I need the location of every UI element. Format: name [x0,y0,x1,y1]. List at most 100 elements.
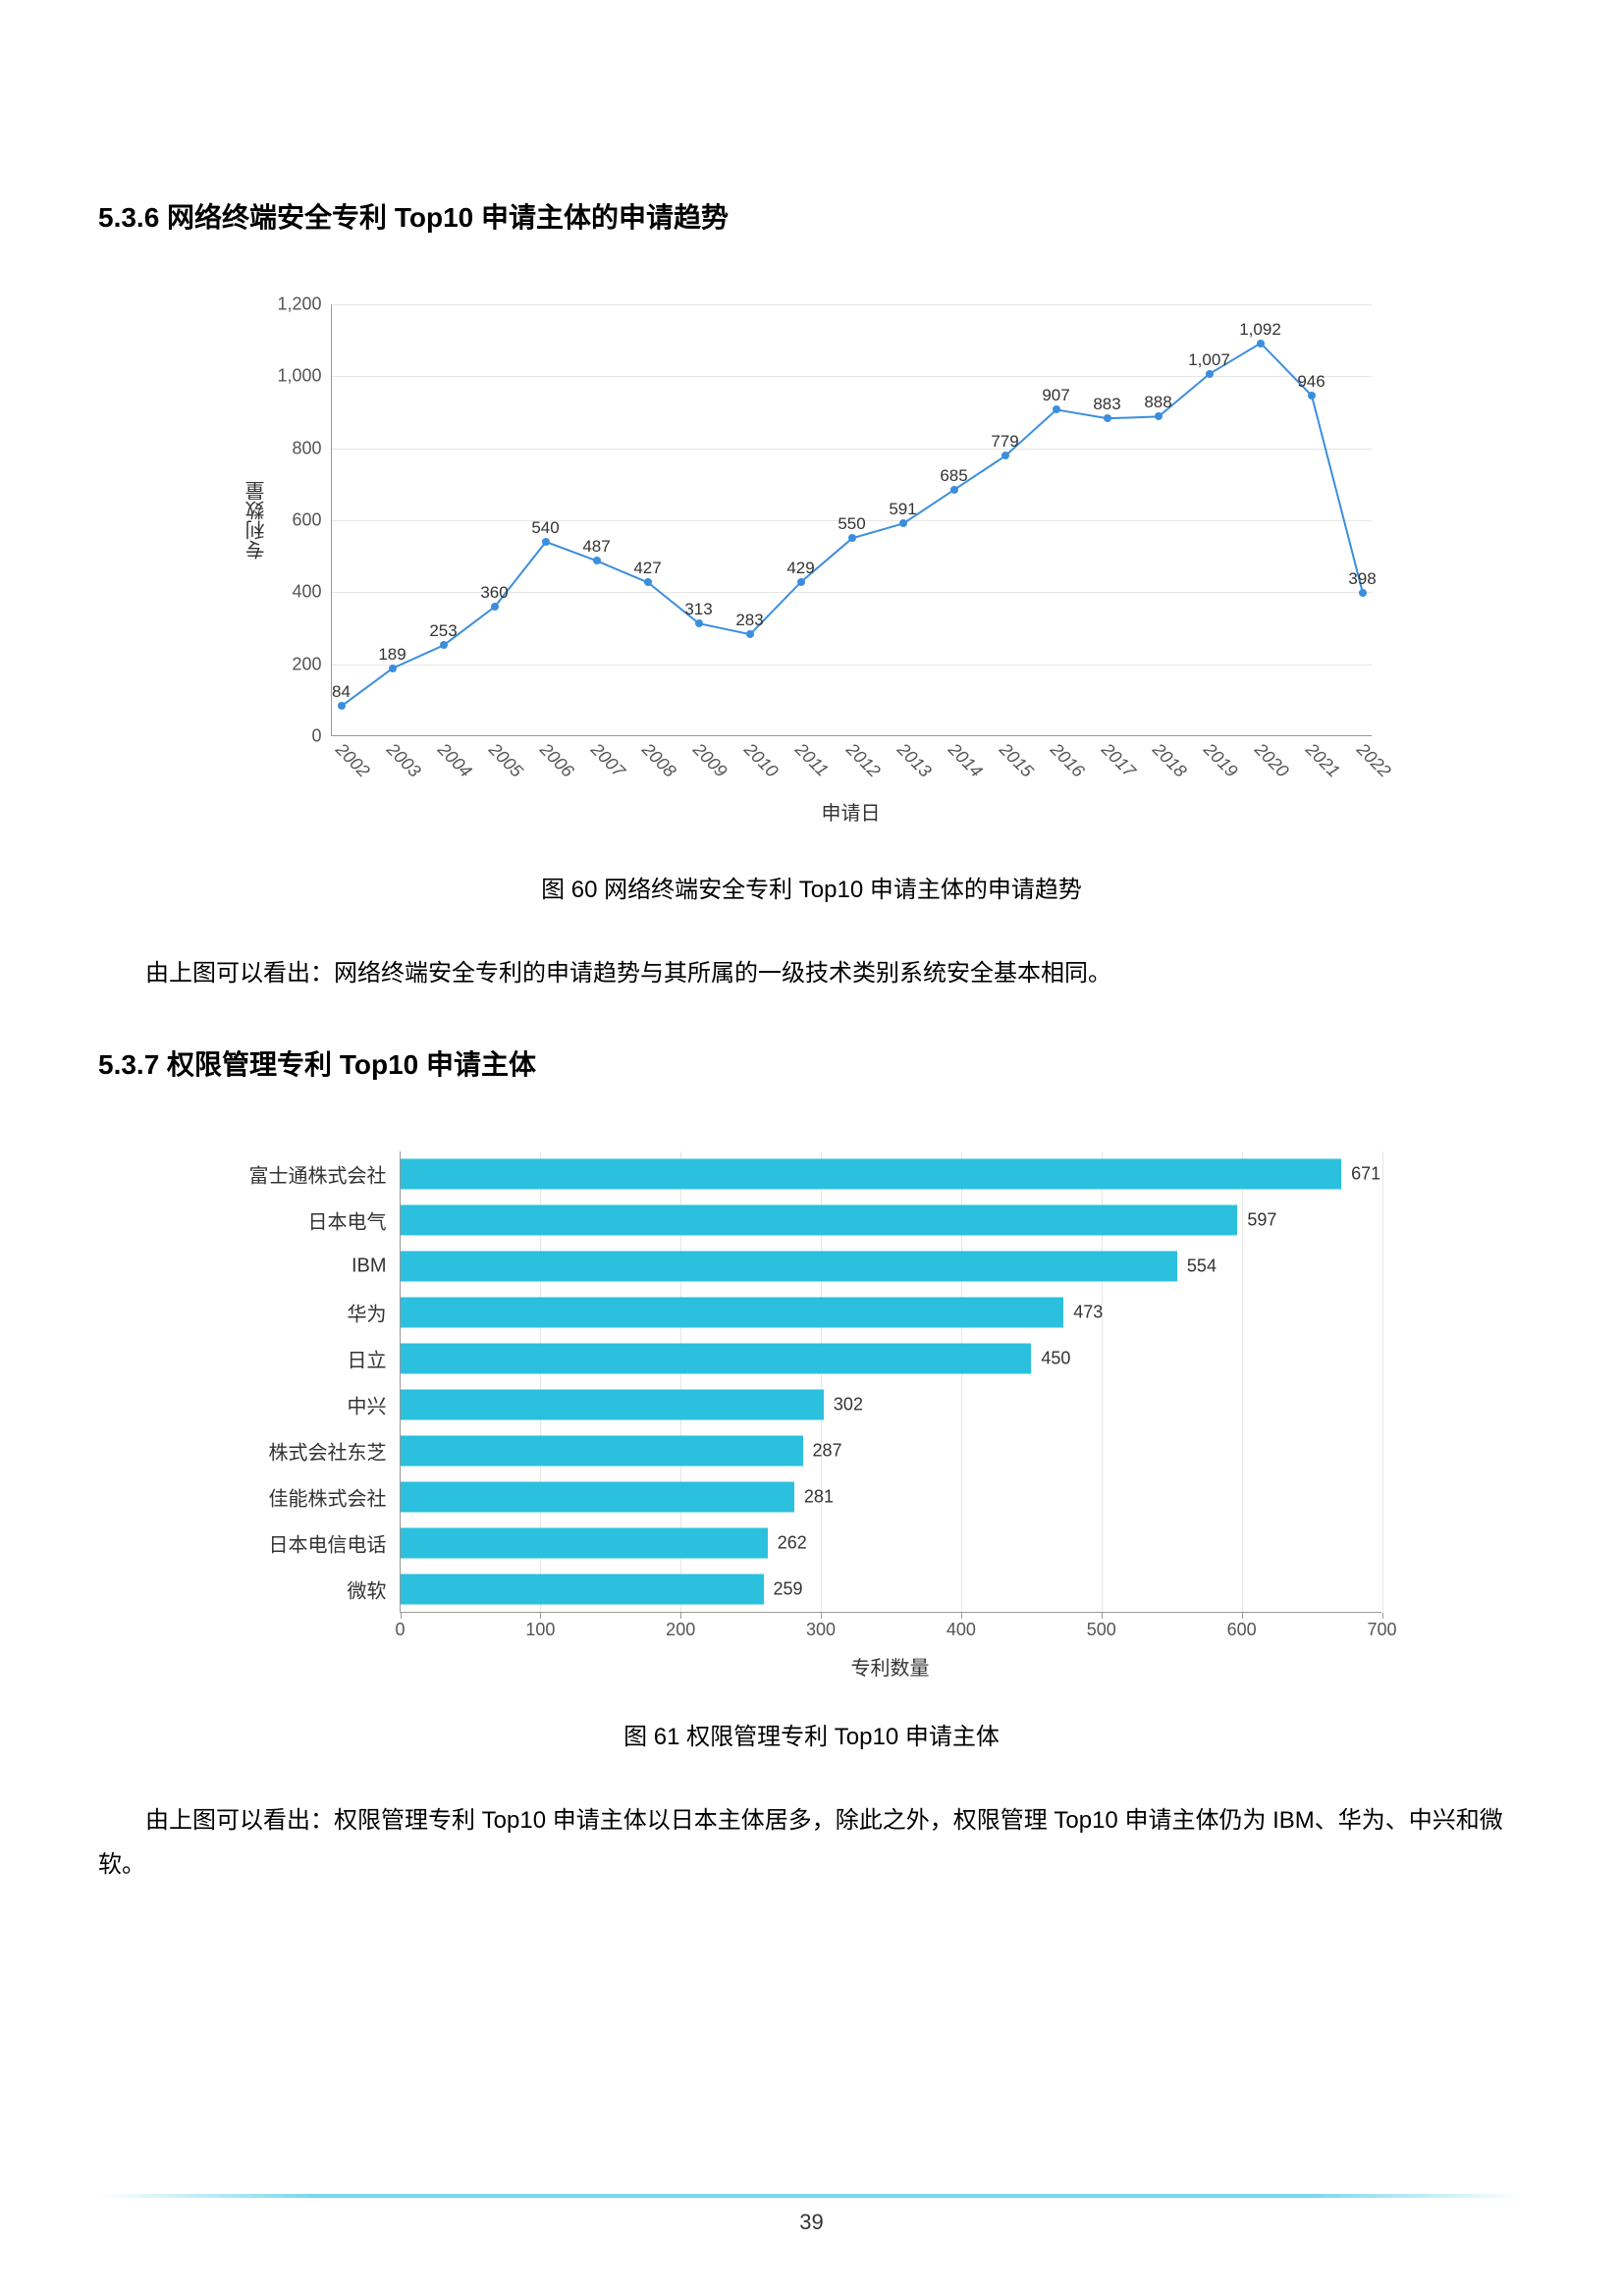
bar-chart-bar [401,1344,1032,1374]
line-chart-marker [695,619,703,627]
line-chart-marker [848,534,856,542]
bar-chart-value-label: 259 [764,1579,803,1600]
bar-chart-value-label: 287 [803,1441,842,1462]
bar-chart-xlabel: 专利数量 [851,1652,930,1681]
bar-chart-category-label: 富士通株式会社 [249,1160,401,1189]
line-chart-marker [1257,340,1265,347]
document-page: 5.3.6 网络终端安全专利 Top10 申请主体的申请趋势 020040060… [0,0,1623,2296]
line-chart-marker [542,538,550,546]
line-chart-value-label: 360 [480,583,508,603]
line-chart-ytick: 600 [292,510,331,531]
line-chart-xtick: 2018 [1148,739,1190,781]
line-chart-xtick: 2016 [1046,739,1088,781]
line-chart-value-label: 946 [1297,372,1325,392]
line-chart-xtick: 2009 [688,739,730,781]
line-chart-xtick: 2015 [995,739,1037,781]
line-chart-ytick: 1,000 [277,366,331,387]
line-chart-value-label: 883 [1093,395,1120,414]
figure-61-caption: 图 61 权限管理专利 Top10 申请主体 [98,1717,1525,1751]
line-chart-marker [644,578,652,586]
bar-chart-xtick: 100 [525,1612,555,1640]
bar-chart-xtick: 300 [806,1612,836,1640]
line-chart-marker [440,641,448,649]
line-chart-value-label: 189 [378,645,406,665]
line-chart-xtick: 2020 [1250,739,1292,781]
line-chart-value-label: 84 [332,682,351,702]
bar-chart-xtick: 500 [1087,1612,1116,1640]
section-537-heading: 5.3.7 权限管理专利 Top10 申请主体 [98,1043,1525,1083]
line-chart-xtick: 2014 [944,739,986,781]
line-chart-value-label: 1,092 [1239,320,1281,340]
bar-chart-bar [401,1159,1342,1190]
bar-chart-gridline [1382,1151,1383,1612]
line-chart-marker [899,519,907,527]
line-chart-marker [746,630,754,638]
line-chart-xtick: 2017 [1097,739,1139,781]
line-chart-marker [1104,414,1111,422]
section-536-heading: 5.3.6 网络终端安全专利 Top10 申请主体的申请趋势 [98,196,1525,236]
line-chart-value-label: 685 [940,466,967,486]
line-chart-xtick: 2011 [790,739,832,780]
bar-chart-value-label: 302 [824,1395,863,1415]
bar-chart-bar [401,1252,1177,1282]
line-chart-xtick: 2012 [841,739,884,781]
line-chart-value-label: 779 [991,432,1018,452]
line-chart-value-label: 591 [889,500,916,519]
line-chart-ytick: 400 [292,582,331,603]
bar-chart-bar [401,1482,794,1513]
line-chart-marker [797,578,805,586]
line-chart-value-label: 540 [531,518,559,538]
line-chart-xtick: 2010 [739,739,782,781]
bar-chart-category-label: 微软 [348,1575,401,1604]
line-chart-marker [950,486,958,494]
line-chart-ytick: 1,200 [277,294,331,315]
bar-chart-category-label: 华为 [348,1299,401,1327]
bar-chart-category-label: 日本电信电话 [269,1529,401,1558]
line-chart: 02004006008001,0001,20020022003200420052… [213,285,1411,834]
line-chart-xtick: 2021 [1301,739,1343,781]
bar-chart-bar [401,1436,803,1467]
line-chart-xtick: 2006 [535,739,577,781]
line-chart-xtick: 2013 [893,739,935,781]
line-chart-value-label: 253 [429,621,457,641]
line-chart-marker [1308,392,1316,400]
line-chart-ylabel: 专利数量 [243,481,271,560]
line-chart-xtick: 2002 [331,739,373,781]
line-chart-value-label: 429 [786,559,814,578]
line-chart-marker [1206,370,1214,378]
line-chart-xtick: 2008 [637,739,679,781]
bar-chart-bar [401,1390,824,1420]
bar-chart-xtick: 400 [947,1612,976,1640]
line-chart-xtick: 2007 [586,739,628,781]
bar-chart-xtick: 0 [395,1612,405,1640]
line-chart-marker [593,557,601,564]
bar-chart-value-label: 450 [1031,1349,1070,1369]
bar-chart-category-label: 佳能株式会社 [269,1483,401,1512]
footer-divider [98,2194,1525,2198]
bar-chart-category-label: IBM [352,1255,401,1278]
line-chart-marker [338,702,346,710]
line-chart-value-label: 1,007 [1188,350,1230,370]
line-chart-marker [491,603,499,611]
line-chart-ytick: 0 [311,726,331,747]
line-chart-value-label: 888 [1144,393,1171,412]
line-chart-ytick: 200 [292,654,331,674]
bar-chart-bar [401,1575,764,1605]
bar-chart-category-label: 日立 [348,1345,401,1373]
bar-chart-bar [401,1298,1064,1328]
line-chart-xtick: 2004 [433,739,475,781]
line-chart-value-label: 398 [1348,569,1376,589]
line-chart-marker [1155,412,1163,420]
line-chart-marker [1359,589,1367,597]
bar-chart-value-label: 473 [1063,1303,1103,1323]
bar-chart-bar [401,1528,768,1559]
line-chart-value-label: 487 [582,537,610,557]
line-chart-value-label: 313 [684,600,712,619]
line-chart-value-label: 550 [838,514,865,534]
line-chart-plot: 02004006008001,0001,20020022003200420052… [331,304,1372,736]
line-chart-xtick: 2005 [484,739,526,781]
bar-chart-wrap: 0100200300400500600700富士通株式会社671日本电气597I… [98,1132,1525,1682]
line-chart-marker [1053,405,1060,413]
line-chart-xtick: 2019 [1199,739,1241,781]
page-number: 39 [0,2210,1623,2235]
